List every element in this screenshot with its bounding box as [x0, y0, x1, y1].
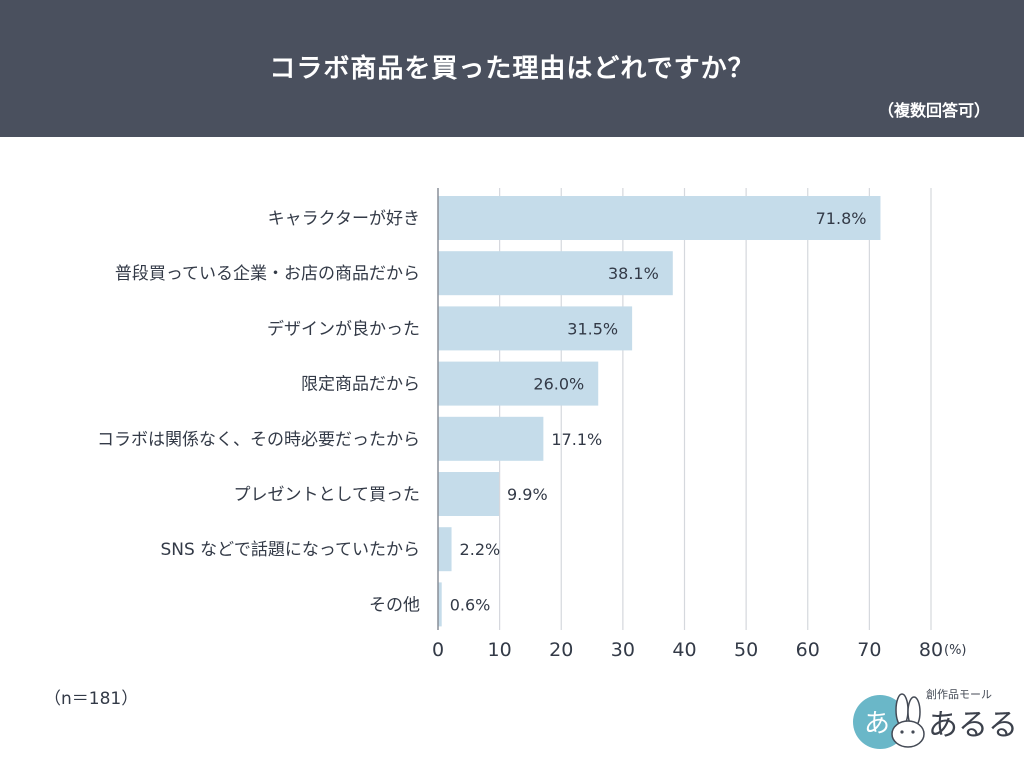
- bar: [438, 527, 452, 572]
- bar-value-label: 0.6%: [450, 595, 491, 614]
- x-tick-label: 0: [432, 639, 444, 661]
- category-label: キャラクターが好き: [268, 209, 420, 229]
- bar: [438, 472, 500, 516]
- sample-size-note: （n＝181）: [44, 689, 139, 709]
- category-label: コラボは関係なく、その時必要だったから: [97, 430, 420, 450]
- x-tick-label: 60: [796, 639, 820, 661]
- bar-value-label: 9.9%: [507, 485, 548, 504]
- bar: [438, 582, 442, 627]
- bar: [438, 306, 633, 351]
- bar-value-label: 17.1%: [551, 430, 602, 449]
- header-banner: コラボ商品を買った理由はどれですか？ （複数回答可）: [0, 0, 1024, 137]
- x-tick-label: 30: [611, 639, 635, 661]
- x-axis-unit-label: (%): [944, 643, 967, 658]
- bar-value-label: 38.1%: [608, 264, 659, 283]
- bar: [438, 251, 673, 296]
- logo-name: あるる: [928, 708, 1018, 743]
- category-label: デザインが良かった: [267, 318, 420, 339]
- bar-value-label: 26.0%: [533, 375, 584, 394]
- category-label: SNS などで話題になっていたから: [160, 540, 420, 560]
- x-tick-label: 80: [919, 639, 943, 661]
- bar: [438, 196, 881, 240]
- logo-badge-text: あ: [864, 709, 890, 739]
- chart-title: コラボ商品を買った理由はどれですか？: [269, 54, 755, 84]
- bar-value-label: 71.8%: [816, 209, 867, 228]
- bar-value-label: 2.2%: [460, 540, 501, 559]
- chart-subtitle: （複数回答可）: [877, 101, 990, 120]
- x-tick-label: 70: [857, 639, 881, 661]
- x-tick-label: 20: [549, 639, 573, 661]
- category-label: 限定商品だから: [301, 375, 420, 395]
- bar-value-label: 31.5%: [567, 319, 618, 338]
- x-tick-label: 40: [672, 639, 696, 661]
- x-tick-label: 50: [734, 639, 758, 661]
- bar: [438, 416, 544, 461]
- category-label: 普段買っている企業・お店の商品だから: [115, 264, 420, 284]
- bar: [438, 361, 599, 406]
- brand-logo: あ 創作品モール あるる: [850, 686, 1018, 752]
- category-label: プレゼントとして買った: [234, 485, 421, 505]
- rabbit-logo-icon: あ: [853, 693, 925, 749]
- x-tick-label: 10: [488, 639, 512, 661]
- category-label: その他: [369, 595, 420, 615]
- logo-subtext: 創作品モール: [926, 688, 992, 701]
